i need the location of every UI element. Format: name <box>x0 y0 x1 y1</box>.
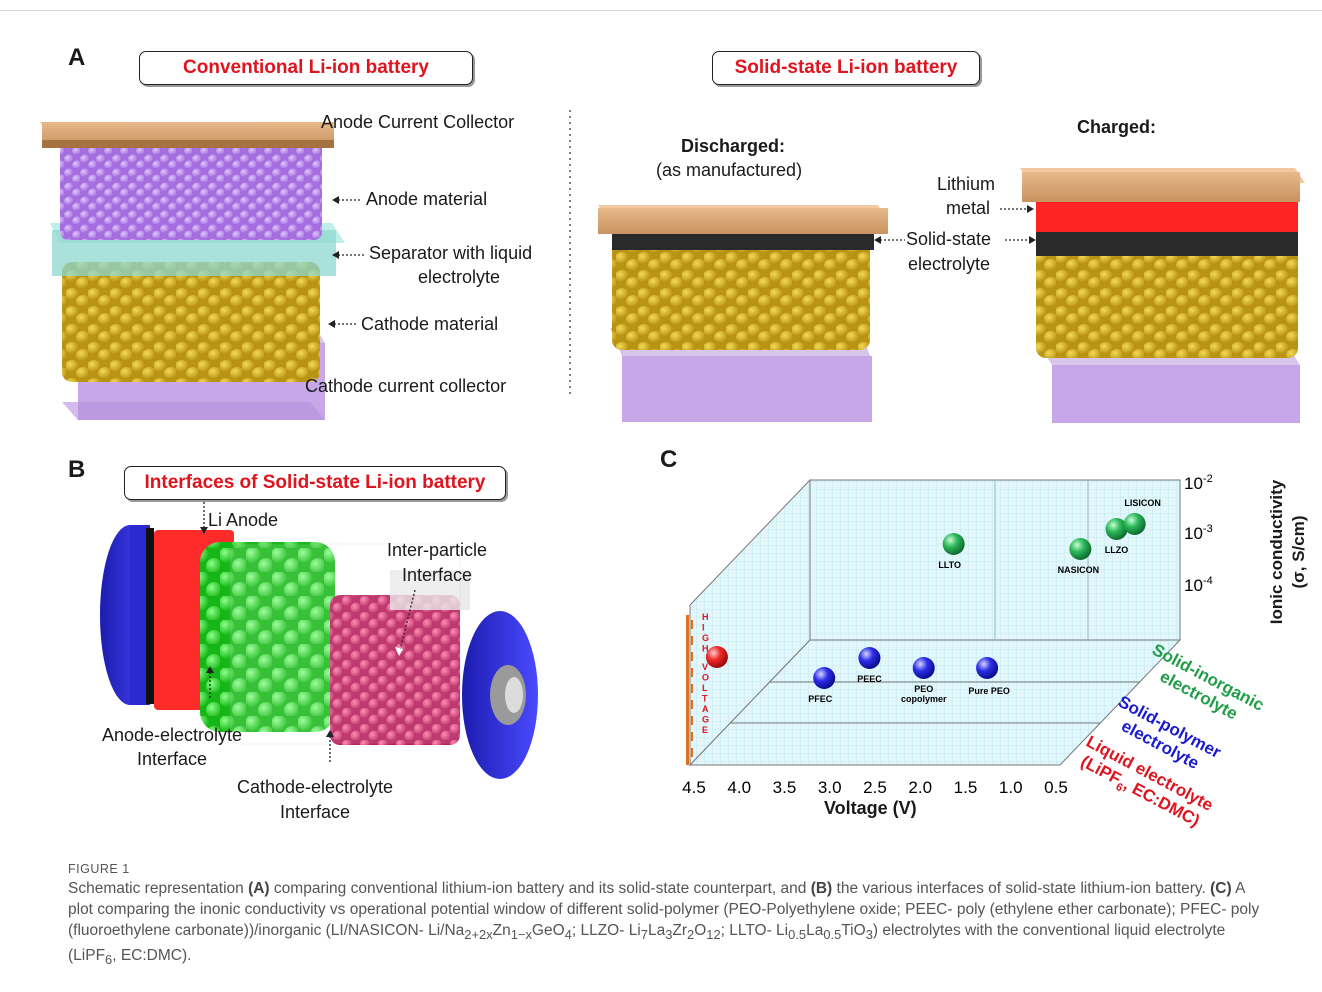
panel-a-illustration <box>40 110 1305 423</box>
label-electrolyte: electrolyte <box>908 254 991 274</box>
label-as-manufactured: (as manufactured) <box>656 160 803 180</box>
x-tick-label: 2.5 <box>863 778 887 797</box>
y-axis-title-line1: Ionic conductivity <box>1267 479 1286 625</box>
label-anode-electrolyte-interface: Interface <box>136 749 208 769</box>
high-voltage-tick <box>691 748 693 757</box>
y-axis-title: Ionic conductivity (σ, S/cm) <box>1240 470 1308 640</box>
label-separator-line2: electrolyte <box>418 267 501 287</box>
x-tick-label: 3.5 <box>773 778 797 797</box>
high-voltage-tick <box>691 732 693 741</box>
label-discharged: Discharged: <box>681 136 786 156</box>
x-tick-label: 2.0 <box>908 778 932 797</box>
data-point-label: copolymer <box>901 694 947 704</box>
z-tick-label: 10-2 <box>1184 473 1213 493</box>
label-inter-particle-interface: Interface <box>401 565 473 585</box>
conventional-stack <box>40 122 345 420</box>
panel-letter-c: C <box>660 446 678 473</box>
label-lithium: Lithium <box>937 174 996 194</box>
data-point-pfec <box>813 667 836 689</box>
label-metal: metal <box>946 198 991 218</box>
high-voltage-tick <box>691 652 693 661</box>
data-point-lisicon <box>1123 513 1146 535</box>
data-point-label: PEEC <box>857 674 882 684</box>
x-tick-label: 4.5 <box>682 778 706 797</box>
data-point-nasicon <box>1069 538 1092 560</box>
high-voltage-tick <box>691 668 693 677</box>
label-anode-current-collector: Anode Current Collector <box>321 112 515 132</box>
label-inter-particle: Inter-particle <box>386 540 488 560</box>
label-separator-line1: Separator with liquid <box>369 243 533 263</box>
x-tick-label: 3.0 <box>818 778 842 797</box>
label-solid-state: Solid-state <box>906 229 992 249</box>
data-point-peo-copolymer <box>912 657 935 679</box>
data-point-label: NASICON <box>1058 565 1100 575</box>
conventional-battery-title: Conventional Li-ion battery <box>139 51 473 85</box>
x-tick-label: 1.5 <box>954 778 978 797</box>
high-voltage-tick <box>691 684 693 693</box>
label-anode-electrolyte: Anode-electrolyte <box>101 725 243 745</box>
data-point-label: LLZO <box>1105 545 1129 555</box>
z-tick-label: 10-3 <box>1184 523 1213 543</box>
high-voltage-tick <box>691 700 693 709</box>
label-cathode-electrolyte: Cathode-electrolyte <box>236 777 394 797</box>
data-point-llto <box>942 533 965 555</box>
data-point-label: LISICON <box>1124 498 1161 508</box>
y-axis-title-line2: (σ, S/cm) <box>1289 515 1308 589</box>
charged-stack <box>1020 168 1305 423</box>
data-point-llzo <box>1105 518 1128 540</box>
label-anode-material: Anode material <box>366 189 488 209</box>
panel-b-battery-illustration <box>100 502 538 779</box>
data-point-peec <box>858 647 881 669</box>
data-point-label: LLTO <box>938 560 961 570</box>
label-cathode-material: Cathode material <box>361 314 499 334</box>
x-axis-title: Voltage (V) <box>824 798 917 818</box>
data-point-label: PEO <box>914 684 933 694</box>
label-cathode-electrolyte-interface: Interface <box>279 802 351 822</box>
panel-letter-b: B <box>68 456 86 483</box>
x-tick-label: 0.5 <box>1044 778 1068 797</box>
discharged-stack <box>598 205 888 422</box>
figure-label: FIGURE 1 <box>68 862 130 876</box>
top-divider <box>0 10 1322 11</box>
high-voltage-tick <box>691 620 693 629</box>
figure-caption: Schematic representation (A) comparing c… <box>68 880 1260 968</box>
data-point-liquid-electrolyte <box>705 646 728 668</box>
label-charged: Charged: <box>1077 117 1157 137</box>
data-point-pure-peo <box>976 657 999 679</box>
label-li-anode: Li Anode <box>208 510 279 530</box>
x-tick-label: 1.0 <box>999 778 1023 797</box>
data-point-label: PFEC <box>808 694 833 704</box>
z-tick-label: 10-4 <box>1184 575 1213 595</box>
solid-state-battery-title: Solid-state Li-ion battery <box>712 51 980 85</box>
panel-letter-a: A <box>68 44 86 71</box>
label-cathode-current-collector: Cathode current collector <box>305 376 507 396</box>
data-point-label: Pure PEO <box>968 686 1010 696</box>
high-voltage-marker <box>686 615 689 765</box>
high-voltage-tick <box>691 716 693 725</box>
high-voltage-tick <box>691 636 693 645</box>
x-tick-label: 4.0 <box>727 778 751 797</box>
interfaces-title: Interfaces of Solid-state Li-ion battery <box>124 466 506 500</box>
